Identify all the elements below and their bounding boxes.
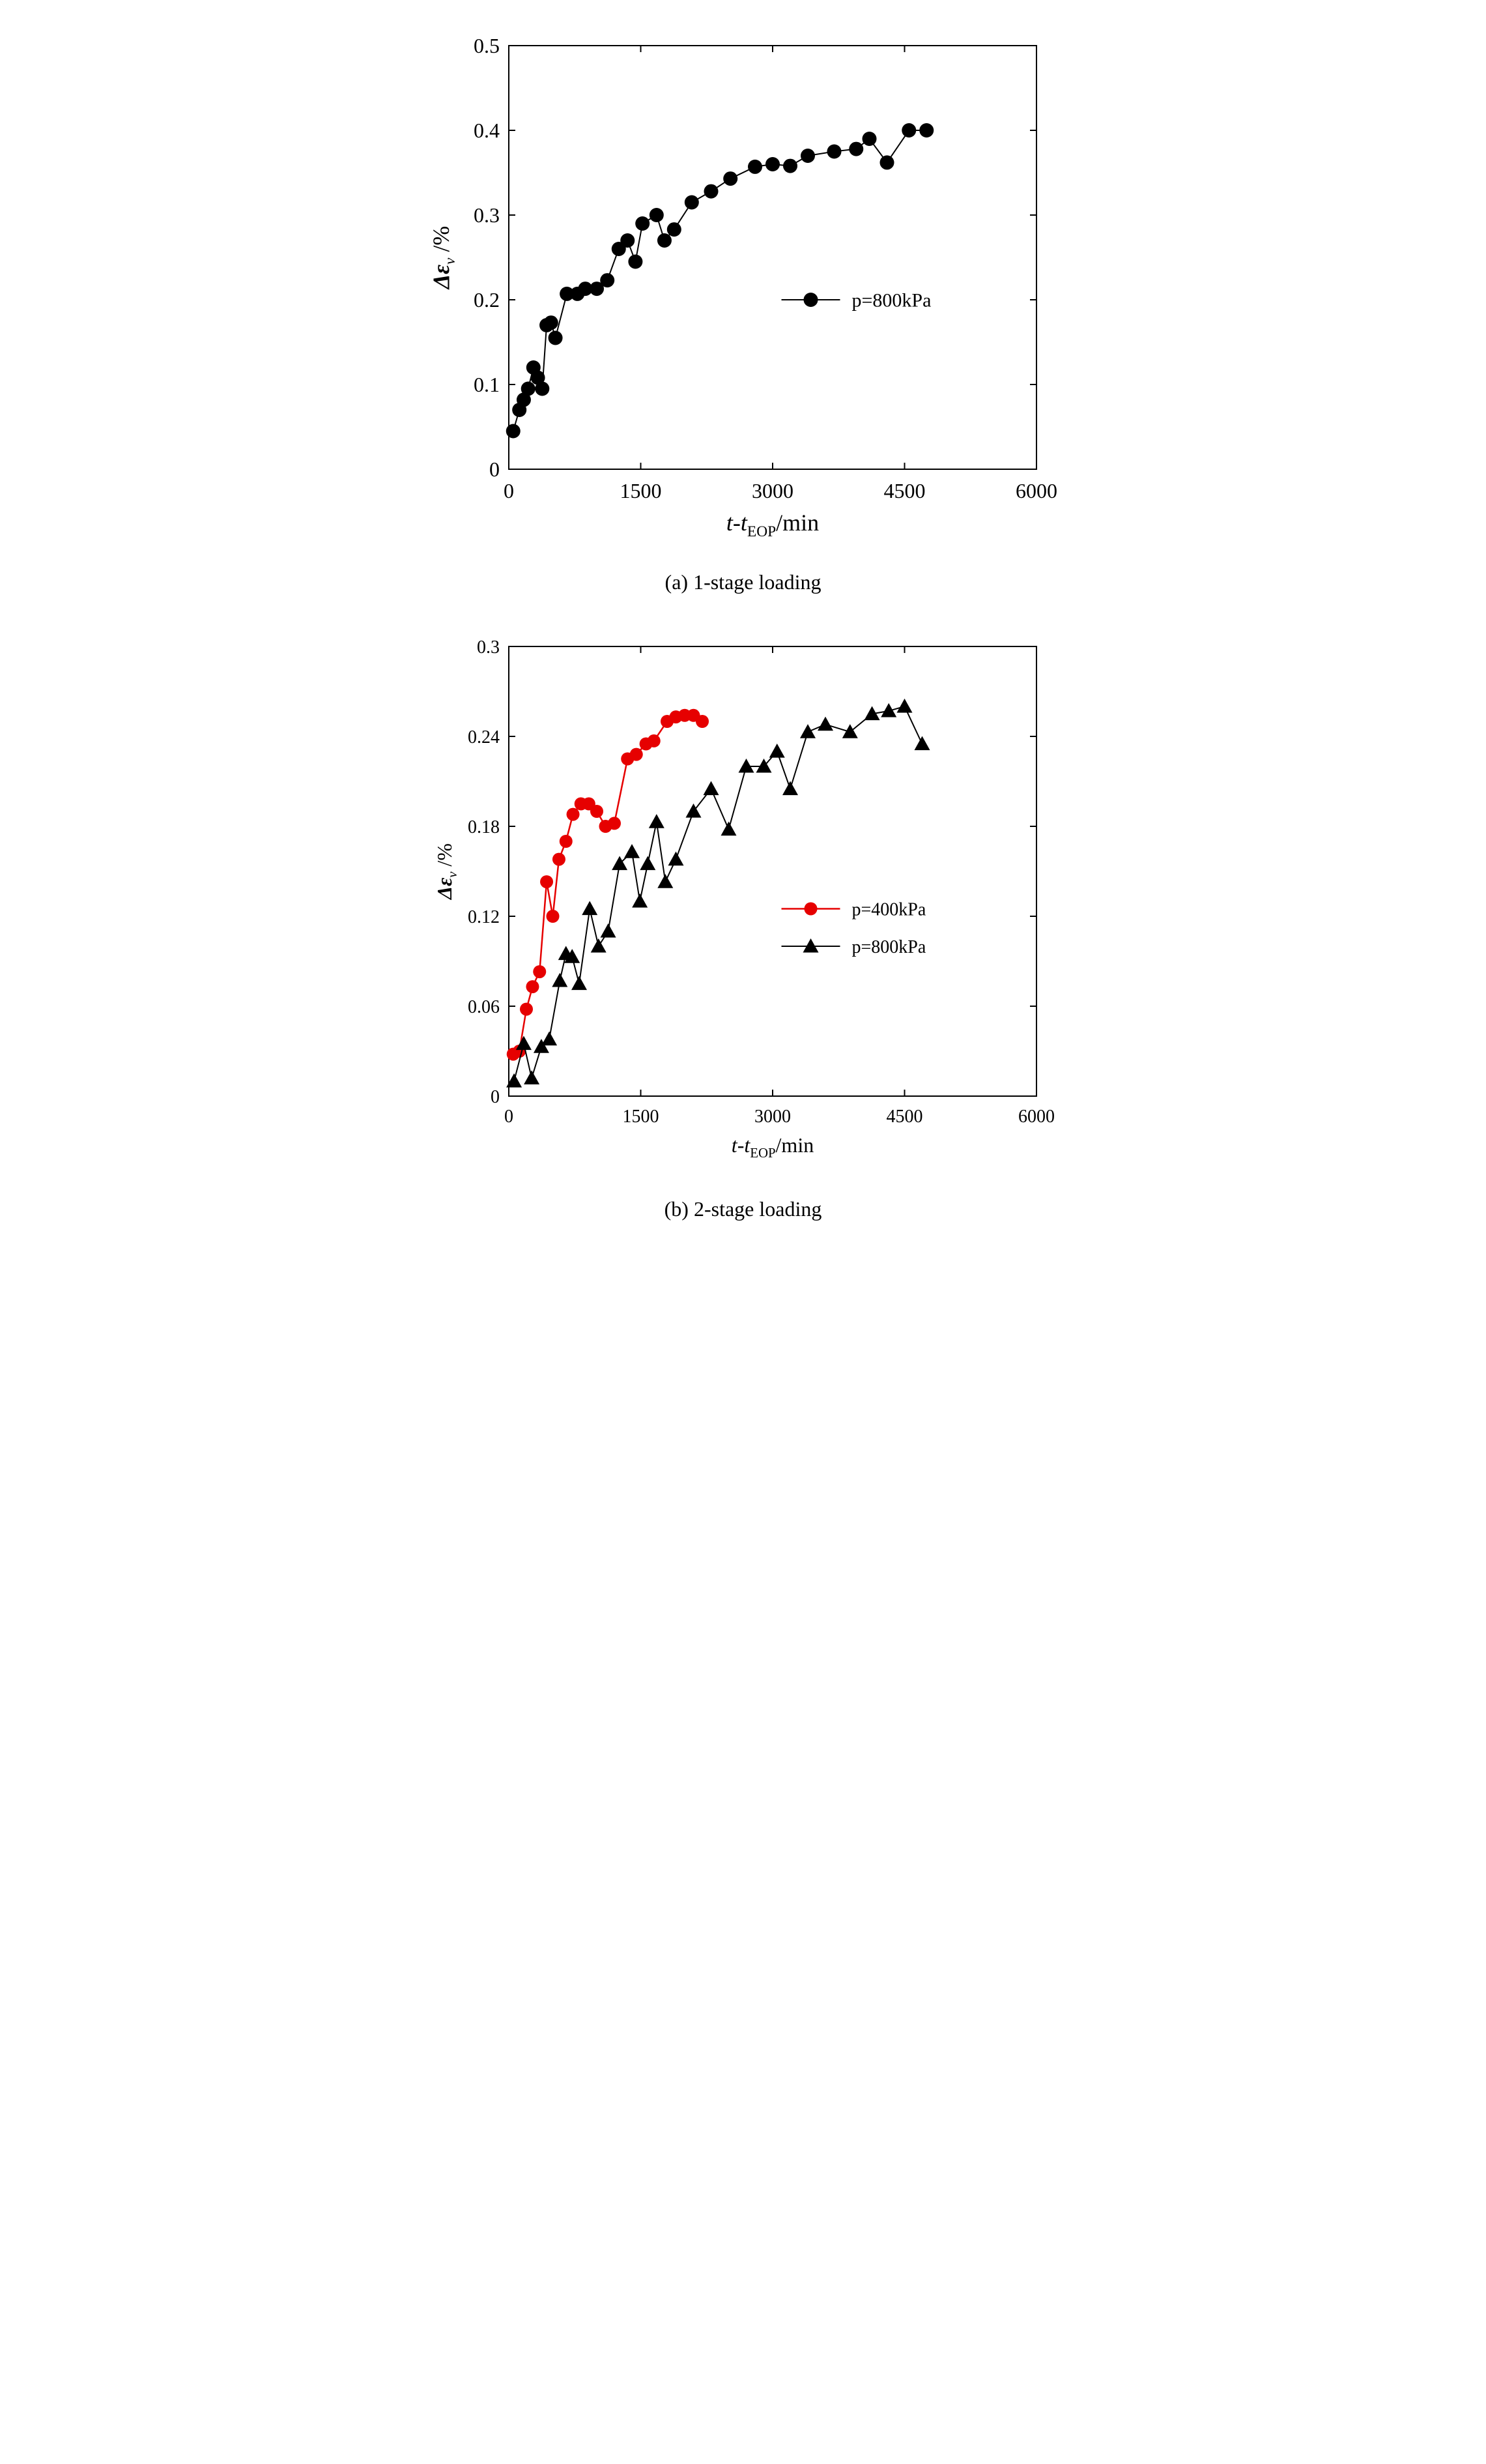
- svg-text:t-tEOP/min: t-tEOP/min: [731, 1133, 813, 1161]
- chart-b-svg: 0 1500 3000 4500 6000 0 0.06 0.12 0.18 0.24 0.3 t-t…: [418, 627, 1069, 1174]
- svg-text:0: 0: [491, 1087, 500, 1107]
- svg-text:0: 0: [504, 1107, 513, 1127]
- chart-a-container: 0 1500 3000 4500 6000 0 0.1 0.2 0.3 0.4 0.5 t-tEOP/…: [418, 26, 1069, 547]
- chart-b-container: 0 1500 3000 4500 6000 0 0.06 0.12 0.18 0.24 0.3 t-t…: [418, 627, 1069, 1174]
- svg-text:1500: 1500: [620, 479, 661, 502]
- svg-text:3000: 3000: [754, 1107, 791, 1127]
- svg-text:0.5: 0.5: [474, 34, 500, 57]
- svg-text:6000: 6000: [1018, 1107, 1055, 1127]
- svg-text:t-tEOP/min: t-tEOP/min: [726, 510, 818, 540]
- svg-text:p=800kPa: p=800kPa: [851, 290, 931, 312]
- svg-text:0.1: 0.1: [474, 373, 500, 396]
- svg-text:0.24: 0.24: [468, 727, 500, 747]
- svg-text:Δεv /%: Δεv /%: [433, 843, 460, 901]
- svg-text:0: 0: [489, 457, 500, 481]
- svg-text:Δεv /%: Δεv /%: [428, 226, 459, 291]
- svg-text:p=800kPa: p=800kPa: [851, 937, 926, 957]
- svg-text:0.2: 0.2: [474, 288, 500, 312]
- svg-text:4500: 4500: [886, 1107, 922, 1127]
- svg-text:6000: 6000: [1016, 479, 1057, 502]
- svg-text:0: 0: [504, 479, 514, 502]
- svg-text:3000: 3000: [752, 479, 793, 502]
- svg-text:0.4: 0.4: [474, 119, 500, 142]
- svg-text:4500: 4500: [883, 479, 925, 502]
- svg-text:0.18: 0.18: [468, 817, 500, 837]
- svg-text:1500: 1500: [622, 1107, 659, 1127]
- svg-text:0.06: 0.06: [468, 997, 500, 1017]
- caption-b: (b) 2-stage loading: [664, 1197, 822, 1221]
- svg-text:0.3: 0.3: [474, 203, 500, 227]
- svg-text:0.3: 0.3: [477, 637, 500, 658]
- svg-text:p=400kPa: p=400kPa: [851, 899, 926, 920]
- caption-a: (a) 1-stage loading: [665, 570, 822, 594]
- chart-a-svg: 0 1500 3000 4500 6000 0 0.1 0.2 0.3 0.4 0.5 t-tEOP/…: [418, 26, 1069, 547]
- svg-text:0.12: 0.12: [468, 907, 500, 927]
